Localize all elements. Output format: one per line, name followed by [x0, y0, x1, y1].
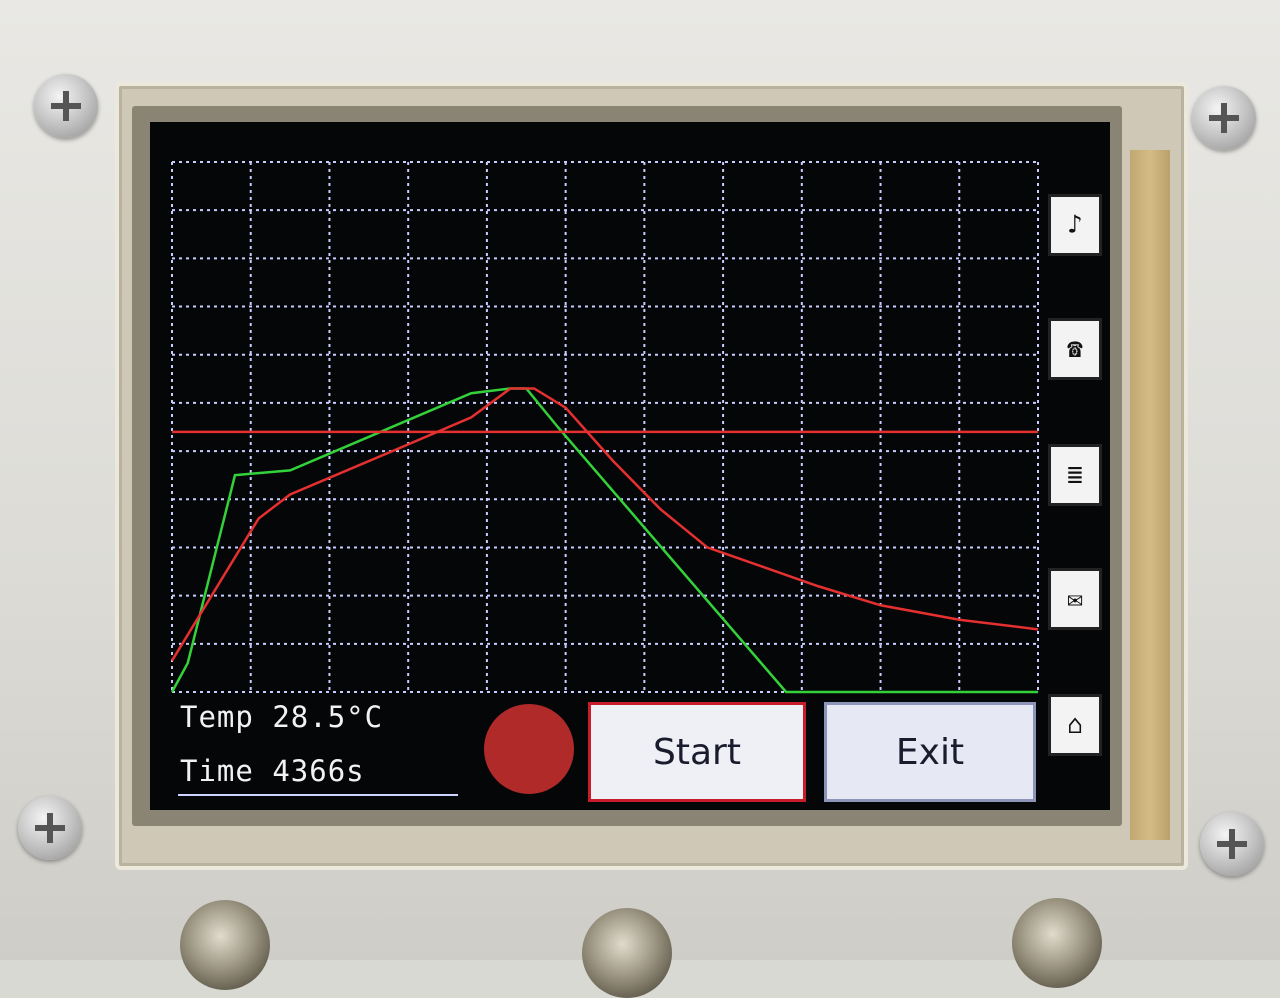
music-note-icon[interactable]: ♪ — [1048, 194, 1102, 256]
reflow-chart — [170, 161, 1039, 694]
time-value: 4366s — [272, 754, 365, 788]
flex-cable — [1130, 150, 1170, 840]
divider — [178, 794, 458, 796]
chart-grid — [171, 161, 1039, 693]
measured-temperature-line — [170, 387, 1039, 662]
screw-top-left-icon — [34, 74, 98, 138]
knob-right — [1012, 898, 1102, 988]
screw-top-right-icon — [1192, 86, 1256, 150]
time-label: Time — [180, 754, 254, 788]
time-readout: Time 4366s — [180, 754, 365, 788]
lcd-screen: Temp 28.5°C Time 4366s Start Exit ♪ ☎ ≣ ✉ ⌂ — [150, 122, 1110, 810]
screw-bottom-left-icon — [18, 796, 82, 860]
target-profile-line — [170, 387, 1038, 694]
temperature-readout: Temp 28.5°C — [180, 700, 383, 734]
exit-button[interactable]: Exit — [824, 702, 1036, 802]
status-indicator — [484, 704, 574, 794]
list-icon[interactable]: ≣ — [1048, 444, 1102, 506]
home-icon[interactable]: ⌂ — [1048, 694, 1102, 756]
temperature-label: Temp — [180, 700, 254, 734]
temperature-value: 28.5°C — [272, 700, 384, 734]
screw-bottom-right-icon — [1200, 812, 1264, 876]
phone-icon[interactable]: ☎ — [1048, 318, 1102, 380]
start-button[interactable]: Start — [588, 702, 806, 802]
chart-series — [170, 387, 1039, 694]
knob-middle — [582, 908, 672, 998]
mail-icon[interactable]: ✉ — [1048, 568, 1102, 630]
knob-left — [180, 900, 270, 990]
